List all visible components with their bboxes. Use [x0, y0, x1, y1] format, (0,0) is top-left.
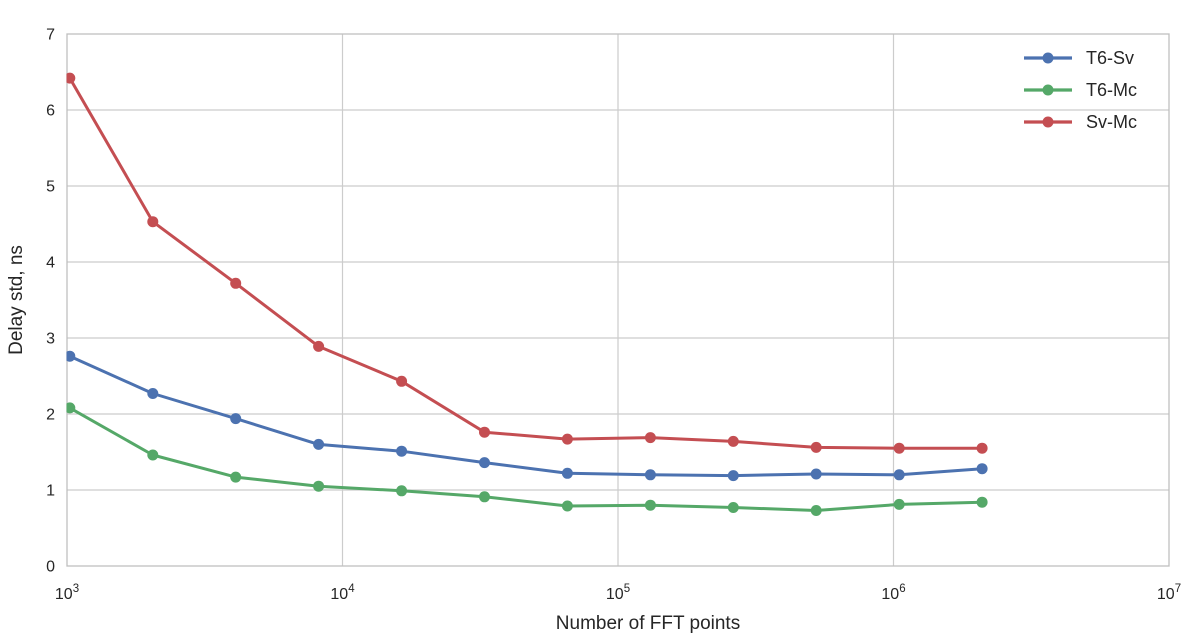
- legend-label: Sv-Mc: [1086, 112, 1137, 132]
- data-point-T6-Sv: [147, 388, 159, 399]
- legend: T6-Sv T6-Mc Sv-Mc: [1024, 48, 1137, 132]
- grid: [67, 34, 1169, 566]
- data-point-T6-Mc: [66, 402, 76, 414]
- data-point-T6-Sv: [66, 350, 76, 362]
- data-point-Sv-Mc: [147, 216, 159, 228]
- x-axis-label: Number of FFT points: [556, 613, 740, 634]
- data-point-Sv-Mc: [66, 72, 76, 84]
- data-point-T6-Sv: [313, 438, 325, 450]
- y-tick-label: 1: [46, 483, 55, 500]
- data-point-Sv-Mc: [479, 426, 490, 438]
- y-tick-label: 5: [46, 179, 55, 196]
- data-point-T6-Sv: [893, 469, 905, 481]
- x-tick-label: 103: [55, 583, 79, 603]
- data-point-T6-Sv: [561, 467, 573, 479]
- legend-marker: [1042, 116, 1054, 128]
- data-point-T6-Mc: [561, 500, 573, 512]
- data-point-Sv-Mc: [230, 277, 242, 289]
- series-group: [66, 72, 988, 516]
- data-point-Sv-Mc: [313, 340, 325, 352]
- x-tick-label: 106: [881, 583, 905, 603]
- data-point-T6-Sv: [396, 445, 408, 457]
- data-point-Sv-Mc: [396, 375, 408, 387]
- y-tick-label: 6: [46, 103, 55, 120]
- data-point-T6-Sv: [810, 468, 822, 480]
- y-tick-label: 3: [46, 331, 55, 348]
- legend-marker: [1042, 52, 1054, 64]
- y-tick-label: 2: [46, 407, 55, 424]
- data-point-T6-Sv: [644, 469, 656, 481]
- legend-marker: [1042, 84, 1054, 96]
- data-point-T6-Mc: [893, 498, 905, 510]
- data-point-Sv-Mc: [644, 432, 656, 444]
- data-point-T6-Mc: [479, 491, 490, 503]
- plot-border: [66, 33, 1170, 567]
- x-tick-label: 105: [606, 583, 630, 603]
- data-point-Sv-Mc: [810, 441, 822, 453]
- series-line-T6-Mc: [68, 406, 984, 512]
- x-tick-label: 107: [1157, 583, 1181, 603]
- series-T6-Mc: [66, 402, 988, 516]
- data-point-T6-Sv: [976, 463, 988, 475]
- data-point-T6-Mc: [147, 449, 159, 461]
- y-tick-label: 7: [46, 27, 55, 44]
- legend-label: T6-Sv: [1086, 48, 1134, 68]
- y-tick-label: 4: [46, 255, 55, 272]
- legend-entry-T6-Mc: T6-Mc: [1024, 80, 1137, 100]
- legend-label: T6-Mc: [1086, 80, 1137, 100]
- series-line-Sv-Mc: [68, 76, 984, 450]
- data-point-Sv-Mc: [561, 433, 573, 445]
- series-T6-Sv: [66, 350, 988, 482]
- data-point-T6-Mc: [313, 480, 325, 492]
- data-point-T6-Mc: [230, 471, 242, 483]
- data-point-T6-Sv: [727, 470, 739, 482]
- x-tick-labels: 103 104 105 106 107: [55, 583, 1181, 603]
- data-point-T6-Mc: [396, 485, 408, 497]
- series-line-T6-Sv: [68, 354, 984, 478]
- legend-entry-T6-Sv: T6-Sv: [1024, 48, 1134, 68]
- y-axis-label: Delay std, ns: [6, 245, 27, 355]
- legend-entry-Sv-Mc: Sv-Mc: [1024, 112, 1137, 132]
- y-tick-labels: 0 1 2 3 4 5 6 7: [46, 27, 55, 576]
- data-point-T6-Sv: [479, 457, 490, 469]
- y-tick-label: 0: [46, 559, 55, 576]
- data-point-T6-Mc: [810, 505, 822, 516]
- x-tick-label: 104: [330, 583, 355, 603]
- data-point-Sv-Mc: [727, 435, 739, 447]
- data-point-T6-Sv: [230, 413, 242, 425]
- data-point-T6-Mc: [727, 502, 739, 513]
- data-point-T6-Mc: [976, 496, 988, 508]
- data-point-Sv-Mc: [893, 442, 905, 454]
- data-point-Sv-Mc: [976, 442, 988, 454]
- data-point-T6-Mc: [644, 499, 656, 511]
- series-Sv-Mc: [66, 72, 988, 454]
